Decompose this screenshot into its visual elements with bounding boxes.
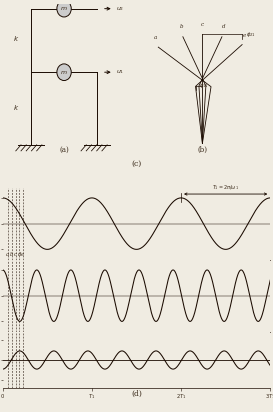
- Text: a: a: [6, 252, 9, 257]
- Text: $k$: $k$: [13, 35, 19, 43]
- Text: $k$: $k$: [13, 103, 19, 112]
- Text: $m$: $m$: [60, 69, 68, 76]
- Text: (b): (b): [197, 146, 207, 154]
- Text: $u_1$: $u_1$: [116, 68, 124, 76]
- Text: (d): (d): [131, 390, 142, 398]
- Text: e: e: [243, 33, 247, 38]
- Text: c: c: [201, 22, 204, 27]
- Text: $m$: $m$: [60, 5, 68, 12]
- Text: e: e: [21, 252, 24, 257]
- Text: b: b: [10, 252, 13, 257]
- Text: a: a: [154, 35, 157, 40]
- Text: $\phi_{11}$: $\phi_{11}$: [199, 81, 209, 90]
- Text: $\phi_{21}$: $\phi_{21}$: [246, 30, 256, 39]
- Text: (c): (c): [131, 160, 142, 168]
- Text: b: b: [180, 24, 183, 29]
- Circle shape: [57, 0, 71, 17]
- Circle shape: [57, 64, 71, 80]
- Text: d: d: [17, 252, 21, 257]
- Text: d: d: [222, 24, 225, 29]
- Text: $u_2$: $u_2$: [116, 5, 124, 13]
- Text: $T_1 = 2\pi / \omega_1$: $T_1 = 2\pi / \omega_1$: [212, 183, 239, 192]
- Text: c: c: [14, 252, 17, 257]
- Text: (a): (a): [59, 146, 69, 154]
